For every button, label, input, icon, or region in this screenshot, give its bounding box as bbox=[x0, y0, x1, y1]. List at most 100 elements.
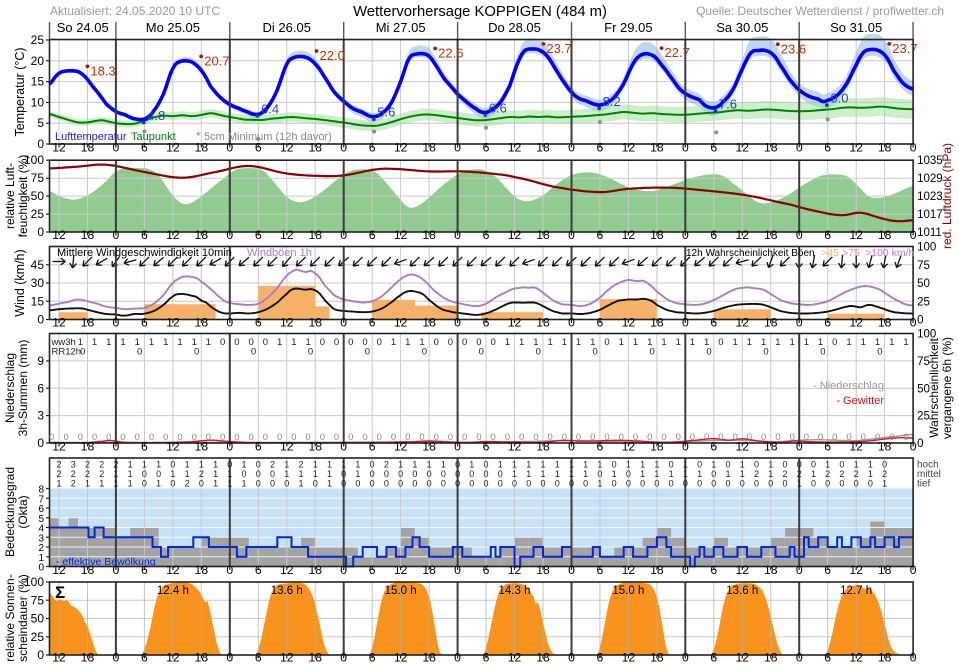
svg-text:Aktualisiert: 24.05.2020 10 UT: Aktualisiert: 24.05.2020 10 UTC bbox=[50, 4, 220, 18]
svg-text:1: 1 bbox=[555, 469, 560, 479]
svg-text:1: 1 bbox=[305, 337, 310, 348]
svg-text:2: 2 bbox=[384, 460, 389, 470]
svg-text:1: 1 bbox=[854, 460, 859, 470]
svg-text:Do 28.05: Do 28.05 bbox=[488, 20, 541, 35]
svg-text:0: 0 bbox=[142, 469, 147, 479]
svg-text:0: 0 bbox=[284, 479, 289, 489]
svg-text:0: 0 bbox=[434, 337, 439, 348]
svg-text:1: 1 bbox=[583, 460, 588, 470]
svg-text:7.6: 7.6 bbox=[719, 96, 737, 111]
svg-text:0: 0 bbox=[37, 313, 44, 327]
svg-text:2: 2 bbox=[782, 469, 787, 479]
svg-text:1: 1 bbox=[469, 460, 474, 470]
svg-text:0: 0 bbox=[754, 460, 759, 470]
svg-text:20.7: 20.7 bbox=[204, 53, 229, 68]
svg-text:3: 3 bbox=[37, 409, 44, 423]
svg-text:0: 0 bbox=[649, 347, 654, 358]
svg-text:25: 25 bbox=[31, 630, 45, 644]
svg-text:1: 1 bbox=[683, 469, 688, 479]
svg-text:Wettervorhersage KOPPIGEN (484: Wettervorhersage KOPPIGEN (484 m) bbox=[353, 4, 607, 20]
svg-text:0: 0 bbox=[92, 432, 97, 443]
svg-text:1: 1 bbox=[626, 460, 631, 470]
svg-text:hoch: hoch bbox=[917, 460, 939, 471]
svg-text:1: 1 bbox=[149, 337, 154, 348]
svg-text:0: 0 bbox=[234, 337, 239, 348]
svg-text:1: 1 bbox=[185, 469, 190, 479]
svg-text:0: 0 bbox=[697, 479, 702, 489]
svg-text:2: 2 bbox=[71, 469, 76, 479]
svg-text:1: 1 bbox=[128, 469, 133, 479]
svg-text:1017: 1017 bbox=[917, 209, 943, 221]
svg-text:0: 0 bbox=[249, 337, 254, 348]
svg-text:1: 1 bbox=[170, 469, 175, 479]
svg-text:1: 1 bbox=[882, 479, 887, 489]
svg-text:1: 1 bbox=[789, 337, 794, 348]
svg-text:0: 0 bbox=[789, 432, 794, 443]
svg-text:feuchtigkeit (%): feuchtigkeit (%) bbox=[16, 155, 30, 238]
svg-text:0: 0 bbox=[227, 460, 232, 470]
svg-text:2: 2 bbox=[270, 460, 275, 470]
svg-text:relative Sonnen-: relative Sonnen- bbox=[3, 574, 17, 661]
svg-text:1029: 1029 bbox=[917, 173, 943, 185]
svg-text:100: 100 bbox=[24, 153, 44, 167]
svg-text:0: 0 bbox=[49, 432, 54, 443]
svg-text:1: 1 bbox=[242, 460, 247, 470]
svg-text:1: 1 bbox=[597, 460, 602, 470]
svg-text:1011: 1011 bbox=[917, 227, 942, 239]
svg-text:1: 1 bbox=[704, 337, 709, 348]
svg-text:0: 0 bbox=[220, 432, 225, 443]
svg-text:0: 0 bbox=[137, 347, 142, 358]
svg-text:0: 0 bbox=[427, 479, 432, 489]
svg-text:1: 1 bbox=[654, 460, 659, 470]
svg-text:1: 1 bbox=[135, 337, 140, 348]
svg-text:0: 0 bbox=[348, 432, 353, 443]
svg-text:0: 0 bbox=[498, 469, 503, 479]
svg-text:1: 1 bbox=[811, 469, 816, 479]
svg-text:0: 0 bbox=[818, 432, 823, 443]
svg-text:1: 1 bbox=[85, 479, 90, 489]
svg-text:0: 0 bbox=[861, 432, 866, 443]
svg-text:1: 1 bbox=[654, 469, 659, 479]
svg-text:2: 2 bbox=[199, 469, 204, 479]
svg-text:0: 0 bbox=[291, 432, 296, 443]
svg-text:>75: >75 bbox=[842, 247, 860, 259]
svg-text:1: 1 bbox=[768, 460, 773, 470]
svg-text:Niederschlag: Niederschlag bbox=[3, 353, 17, 423]
svg-text:15.0 h: 15.0 h bbox=[612, 585, 644, 597]
svg-text:0: 0 bbox=[192, 432, 197, 443]
svg-text:0: 0 bbox=[320, 432, 325, 443]
svg-text:1: 1 bbox=[512, 469, 517, 479]
svg-text:100: 100 bbox=[917, 242, 936, 254]
svg-text:0: 0 bbox=[569, 479, 574, 489]
svg-text:5.6: 5.6 bbox=[377, 105, 395, 120]
svg-text:15: 15 bbox=[31, 75, 45, 89]
svg-text:0: 0 bbox=[320, 337, 325, 348]
svg-text:0: 0 bbox=[654, 479, 659, 489]
svg-text:1: 1 bbox=[441, 460, 446, 470]
svg-text:0: 0 bbox=[633, 432, 638, 443]
svg-text:1: 1 bbox=[612, 469, 617, 479]
svg-text:0: 0 bbox=[441, 469, 446, 479]
svg-text:0: 0 bbox=[718, 432, 723, 443]
svg-text:12.4 h: 12.4 h bbox=[157, 585, 189, 597]
svg-text:1: 1 bbox=[505, 337, 510, 348]
svg-text:1: 1 bbox=[597, 479, 602, 489]
svg-text:0: 0 bbox=[711, 469, 716, 479]
svg-text:9.0: 9.0 bbox=[830, 91, 848, 106]
svg-text:0: 0 bbox=[839, 479, 844, 489]
svg-text:0: 0 bbox=[882, 460, 887, 470]
svg-text:2: 2 bbox=[797, 469, 802, 479]
svg-text:0: 0 bbox=[341, 479, 346, 489]
svg-text:2: 2 bbox=[56, 460, 61, 470]
svg-text:1: 1 bbox=[405, 337, 410, 348]
svg-text:0: 0 bbox=[434, 432, 439, 443]
svg-text:0: 0 bbox=[234, 432, 239, 443]
svg-text:0: 0 bbox=[604, 432, 609, 443]
svg-text:1: 1 bbox=[156, 460, 161, 470]
svg-text:22.0: 22.0 bbox=[320, 48, 345, 63]
svg-text:0: 0 bbox=[640, 479, 645, 489]
svg-text:0: 0 bbox=[206, 432, 211, 443]
svg-text:3: 3 bbox=[38, 533, 44, 544]
svg-text:0: 0 bbox=[562, 432, 567, 443]
svg-text:1: 1 bbox=[92, 337, 97, 348]
